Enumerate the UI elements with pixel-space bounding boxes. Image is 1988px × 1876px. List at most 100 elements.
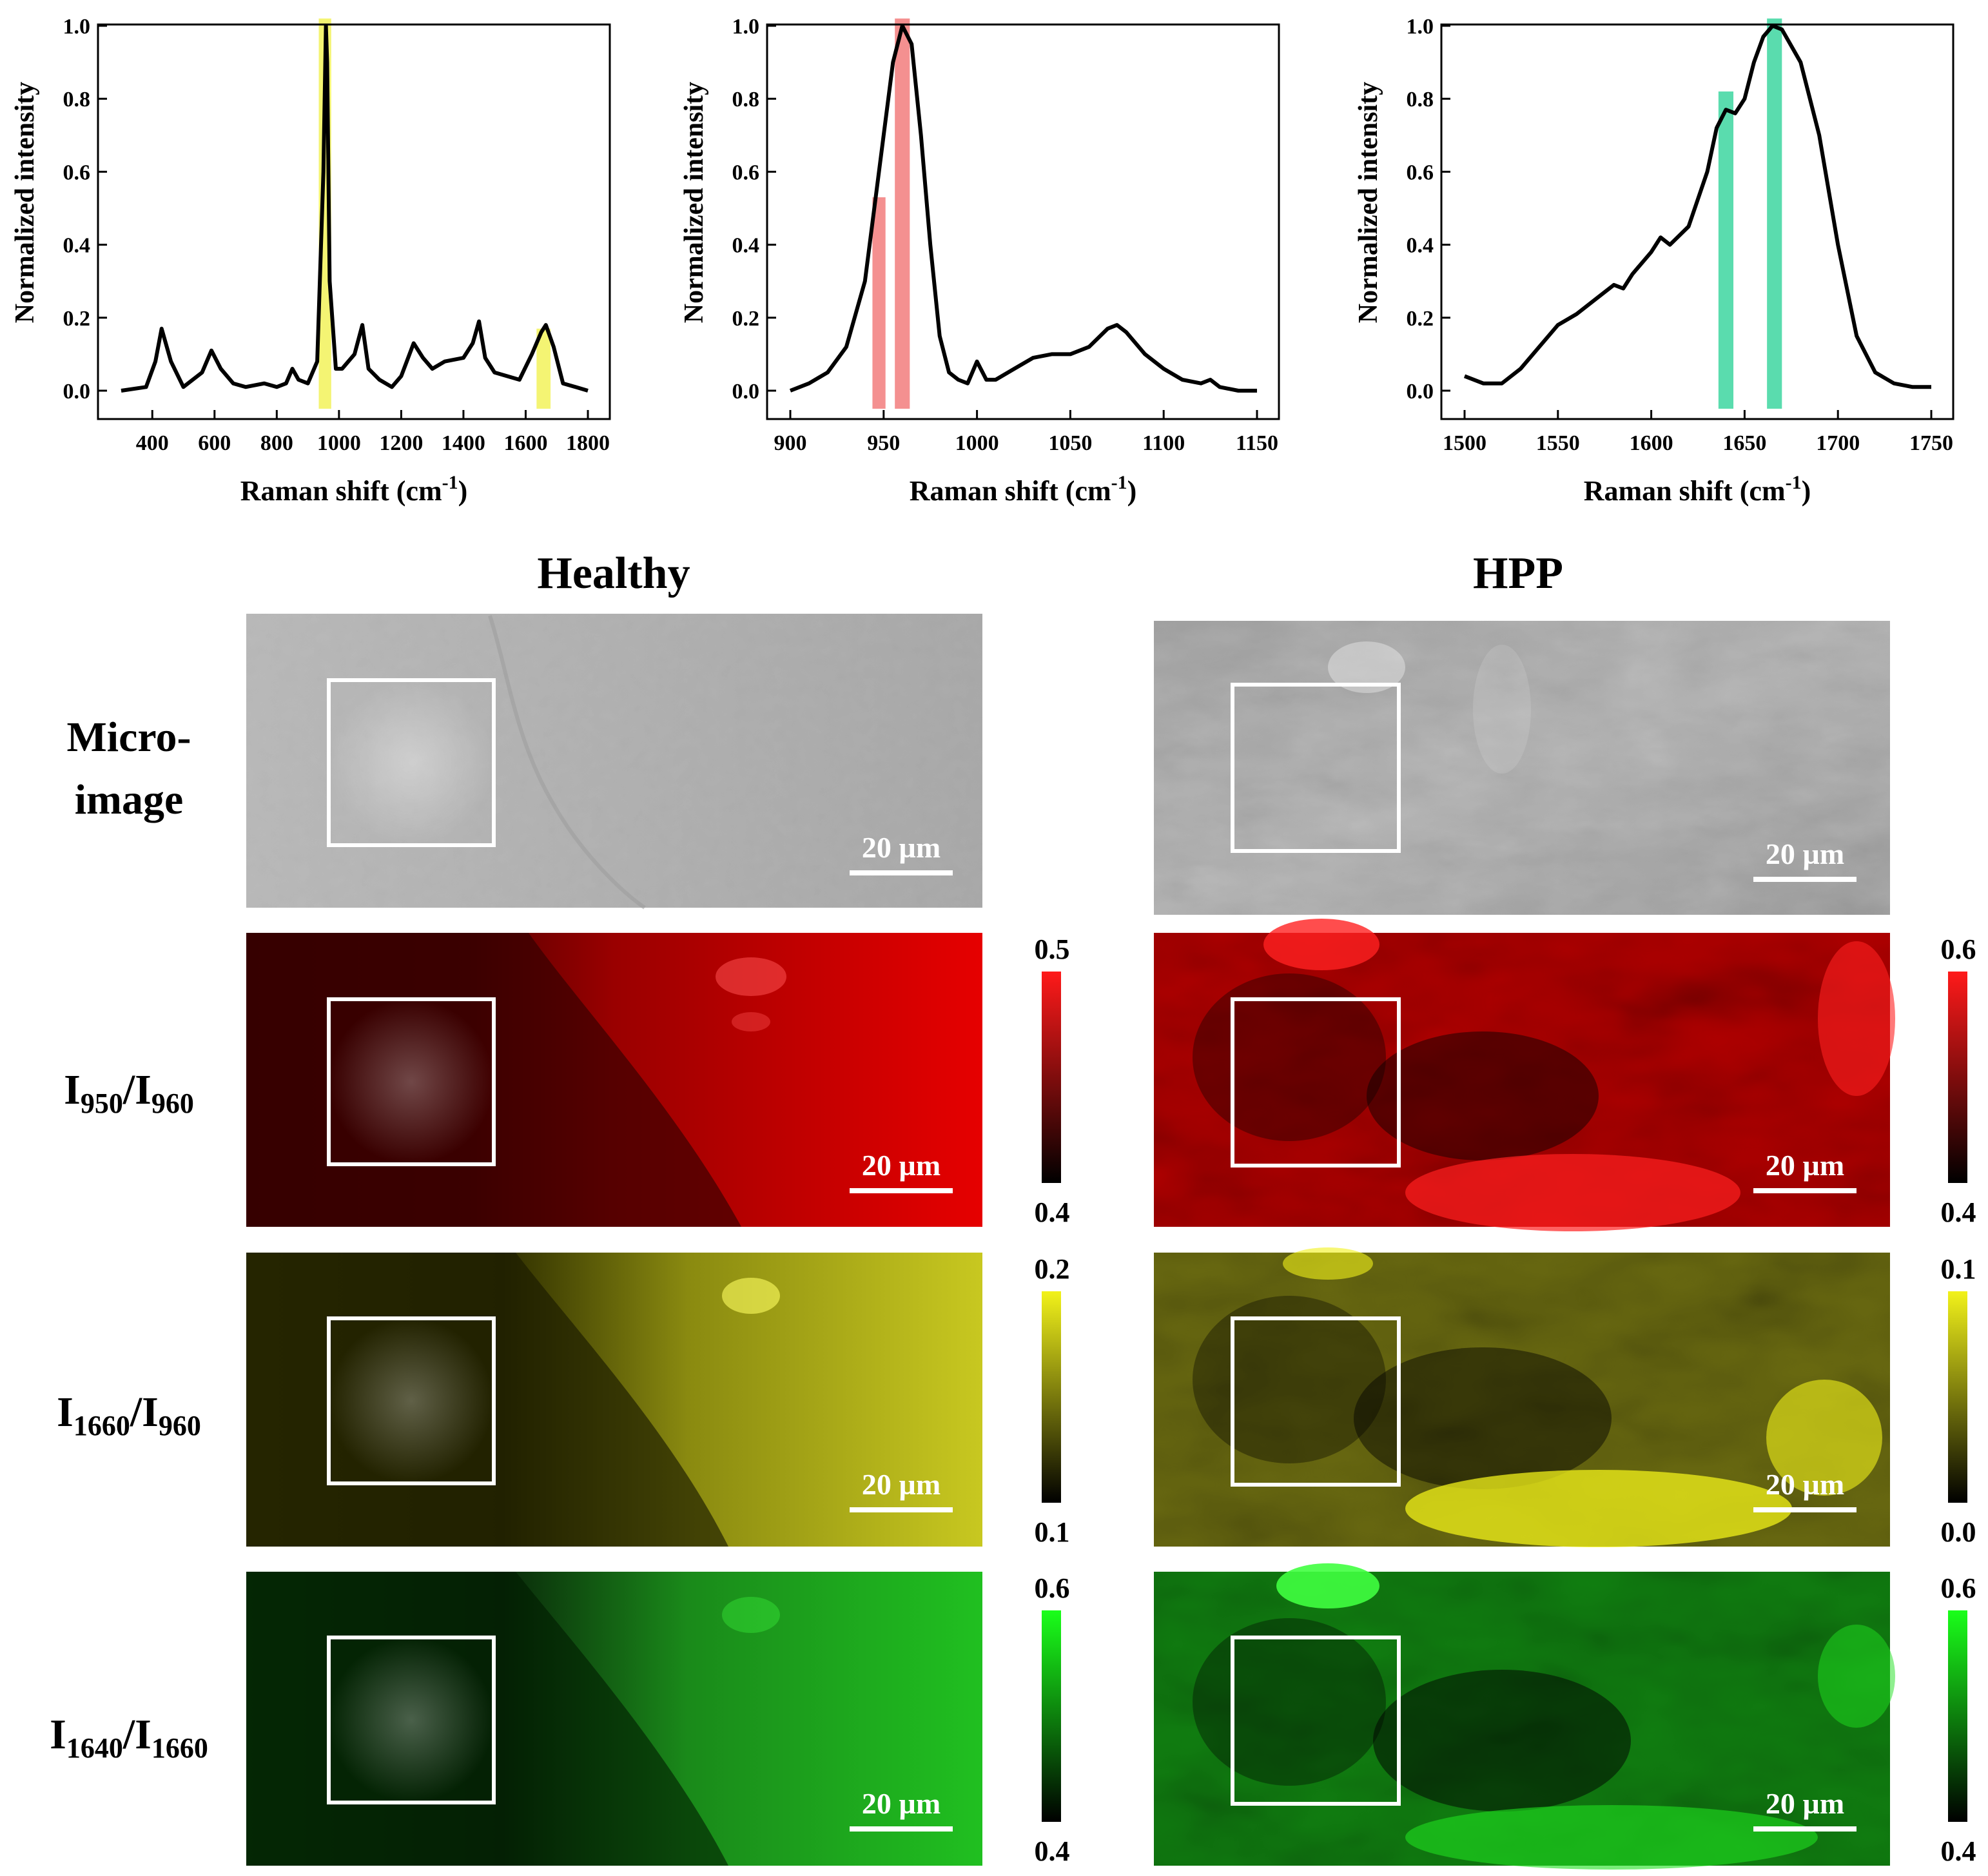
y-tick-label: 0.8 bbox=[63, 88, 91, 112]
svg-text:I950/I960: I950/I960 bbox=[64, 1066, 194, 1119]
scale-bar-label: 20 µm bbox=[1766, 1468, 1844, 1501]
x-tick-label: 1400 bbox=[442, 431, 485, 455]
x-tick-label: 1150 bbox=[1236, 431, 1278, 455]
ratio-main-b: /I bbox=[122, 1711, 151, 1758]
x-tick-label: 1200 bbox=[379, 431, 423, 455]
colorbar-gradient bbox=[1948, 1610, 1967, 1822]
x-tick-label: 1650 bbox=[1722, 431, 1766, 455]
x-tick-label: 1600 bbox=[503, 431, 547, 455]
ratio-sub: 1640 bbox=[66, 1732, 123, 1764]
x-tick-label: 1000 bbox=[955, 431, 999, 455]
x-tick-label: 1600 bbox=[1630, 431, 1673, 455]
y-tick-label: 1.0 bbox=[1407, 15, 1434, 39]
column-title-healthy: Healthy bbox=[537, 549, 690, 598]
colorbar-gradient bbox=[1042, 1610, 1061, 1822]
scale-bar-label: 20 µm bbox=[1766, 1787, 1844, 1820]
scale-bar-line bbox=[850, 1188, 953, 1193]
colorbars: 0.5 0.4 0.6 0.4 0.2 0.1 0.1 0.0 0.6 0.4 0.6 0.4 bbox=[1035, 933, 1976, 1867]
svg-text:I1640/I1660: I1640/I1660 bbox=[50, 1711, 208, 1764]
scale-bar-label: 20 µm bbox=[862, 831, 940, 864]
colorbar-gradient bbox=[1948, 972, 1967, 1183]
x-axis-label: Raman shift (cm-1) bbox=[910, 472, 1137, 507]
colorbar-max-label: 0.6 bbox=[1941, 1572, 1976, 1604]
ratio-sub: 950 bbox=[81, 1088, 123, 1119]
row-label-micro-image: Micro- image bbox=[66, 714, 191, 823]
roi-boxes bbox=[327, 678, 1401, 1806]
panel-hpp-i950 bbox=[1154, 919, 1895, 1231]
colorbar-min-label: 0.0 bbox=[1941, 1516, 1976, 1548]
spectrum-line bbox=[1463, 24, 1931, 389]
ratio-main: I bbox=[64, 1066, 81, 1113]
x-axis-label: Raman shift (cm-1) bbox=[1584, 472, 1811, 507]
scale-bar-line bbox=[850, 1826, 953, 1832]
scale-bar-line bbox=[1753, 1188, 1856, 1193]
highlight-band-1 bbox=[895, 18, 910, 409]
x-tick-label: 600 bbox=[198, 431, 231, 455]
row-label-i950-i960: I950/I960 bbox=[64, 1066, 194, 1119]
colorbar-gradient bbox=[1042, 1291, 1061, 1503]
y-tick-label: 0.0 bbox=[732, 380, 760, 404]
panel-hpp-micro bbox=[1154, 621, 1890, 915]
y-tick-label: 0.4 bbox=[1407, 234, 1434, 258]
colorbar-min-label: 0.4 bbox=[1035, 1835, 1070, 1867]
axes-frame bbox=[766, 23, 1280, 420]
y-tick-label: 0.8 bbox=[1407, 88, 1434, 112]
colorbar-min-label: 0.4 bbox=[1941, 1835, 1976, 1867]
colorbar-max-label: 0.1 bbox=[1941, 1253, 1976, 1285]
highlight-band-1 bbox=[1767, 18, 1782, 409]
x-tick-label: 1550 bbox=[1536, 431, 1580, 455]
x-tick-label: 900 bbox=[774, 431, 807, 455]
highlight-band-0 bbox=[1718, 91, 1734, 409]
y-tick-label: 0.8 bbox=[732, 88, 760, 112]
x-tick-label: 800 bbox=[260, 431, 293, 455]
panel-hpp-i1660 bbox=[1154, 1247, 1890, 1547]
svg-text:I1660/I960: I1660/I960 bbox=[57, 1389, 201, 1441]
colorbar-gradient bbox=[1948, 1291, 1967, 1503]
y-axis-label: Normalized intensity bbox=[1354, 82, 1383, 323]
x-tick-label: 1800 bbox=[566, 431, 610, 455]
scale-bar-label: 20 µm bbox=[862, 1149, 940, 1182]
y-tick-label: 1.0 bbox=[732, 15, 760, 39]
ratio-main: I bbox=[57, 1389, 73, 1436]
row-label-micro-line1: Micro- bbox=[66, 714, 191, 761]
panel-healthy-i1660 bbox=[246, 1253, 982, 1547]
row-label-i1640-i1660: I1640/I1660 bbox=[50, 1711, 208, 1764]
highlight-band-1 bbox=[536, 328, 551, 409]
colorbar-min-label: 0.4 bbox=[1035, 1197, 1070, 1228]
y-tick-label: 0.2 bbox=[732, 307, 760, 331]
panel-hpp-i1640 bbox=[1154, 1563, 1895, 1870]
scale-bars: 20 µm 20 µm 20 µm 20 µm 20 µm 20 µm 20 µm 20 µm bbox=[850, 831, 1856, 1832]
scale-bar-line bbox=[1753, 1507, 1856, 1512]
x-tick-label: 950 bbox=[867, 431, 900, 455]
y-tick-label: 0.0 bbox=[1407, 380, 1434, 404]
highlight-band-0 bbox=[872, 197, 886, 409]
scale-bar-line bbox=[850, 870, 953, 875]
scale-bar-line bbox=[1753, 877, 1856, 882]
scale-bar-label: 20 µm bbox=[1766, 1149, 1844, 1182]
colorbar-max-label: 0.2 bbox=[1035, 1253, 1070, 1285]
x-tick-label: 1050 bbox=[1048, 431, 1092, 455]
spectrum-plot-amide: 1500 1550 1600 1650 1700 1750 0.0 0.2 0.4 0.6 0.8 1… bbox=[1354, 15, 1954, 507]
colorbar-gradient bbox=[1042, 972, 1061, 1183]
spectrum-plot-full-range: 400 600 800 1000 1200 1400 1600 1800 0.0 0.2 0.4 0.… bbox=[10, 15, 611, 507]
spectrum-line bbox=[789, 24, 1257, 393]
x-tick-label: 1700 bbox=[1816, 431, 1860, 455]
colorbar-max-label: 0.5 bbox=[1035, 933, 1070, 965]
y-axis-label: Normalized intensity bbox=[679, 82, 709, 323]
x-axis-label: Raman shift (cm-1) bbox=[240, 472, 468, 507]
ratio-main-b: /I bbox=[130, 1389, 159, 1436]
y-tick-label: 0.0 bbox=[63, 380, 91, 404]
x-tick-label: 1750 bbox=[1909, 431, 1953, 455]
x-tick-label: 1100 bbox=[1142, 431, 1185, 455]
axes-frame bbox=[1440, 23, 1954, 420]
spectrum-plot-phosphate: 900 950 1000 1050 1100 1150 0.0 0.2 0.4 0.6 0.8 1.0… bbox=[679, 15, 1280, 507]
y-tick-label: 0.6 bbox=[732, 161, 760, 184]
scale-bar-label: 20 µm bbox=[862, 1787, 940, 1820]
x-tick-label: 1500 bbox=[1443, 431, 1486, 455]
ratio-sub-b: 1660 bbox=[151, 1732, 208, 1764]
colorbar-max-label: 0.6 bbox=[1941, 933, 1976, 965]
ratio-main: I bbox=[50, 1711, 66, 1758]
scale-bar-line bbox=[1753, 1826, 1856, 1832]
ratio-main-b: /I bbox=[122, 1066, 151, 1113]
